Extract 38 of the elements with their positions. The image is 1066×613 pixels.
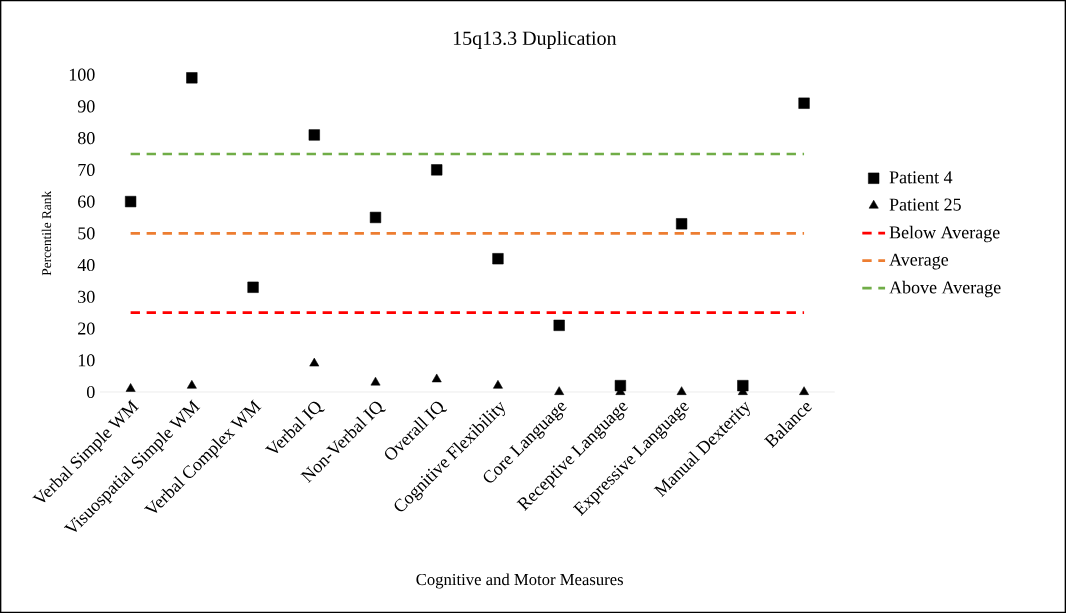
- y-tick-label: 70: [78, 163, 95, 176]
- legend-label: Patient 25: [889, 198, 961, 211]
- y-tick-label: 10: [78, 354, 95, 367]
- point: [798, 97, 810, 109]
- y-tick-label: 40: [77, 258, 95, 272]
- y-tick-label: 50: [78, 227, 95, 240]
- point: [186, 72, 198, 84]
- point: [676, 218, 688, 230]
- y-axis-title: Percentile Rank: [41, 190, 52, 276]
- point: [370, 376, 381, 386]
- point: [125, 383, 136, 392]
- point: [493, 380, 503, 389]
- point: [309, 357, 320, 367]
- point: [554, 386, 565, 395]
- y-tick-label: 0: [86, 385, 95, 399]
- point: [676, 386, 687, 395]
- point: [553, 319, 565, 331]
- legend-label: Average: [889, 253, 949, 270]
- y-tick-label: 30: [78, 290, 95, 303]
- point: [799, 386, 809, 395]
- y-tick-label: 60: [78, 195, 95, 208]
- point: [186, 380, 197, 389]
- point: [369, 211, 382, 224]
- point: [431, 164, 443, 176]
- point: [492, 253, 504, 265]
- legend-label: Below Average: [889, 225, 1000, 243]
- point: [431, 373, 442, 383]
- legend-label: Above Average: [889, 280, 1001, 298]
- y-tick-label: 80: [77, 132, 95, 145]
- point: [308, 129, 320, 141]
- chart-title: 15q13.3 Duplication: [453, 30, 617, 50]
- legend-label: Patient 4: [889, 171, 953, 184]
- y-tick-label: 90: [77, 100, 95, 113]
- y-tick-label: 20: [78, 322, 95, 335]
- x-axis-title: Cognitive and Motor Measures: [416, 573, 623, 589]
- point: [125, 195, 137, 208]
- point: [247, 281, 259, 293]
- y-tick-label: 100: [69, 68, 95, 81]
